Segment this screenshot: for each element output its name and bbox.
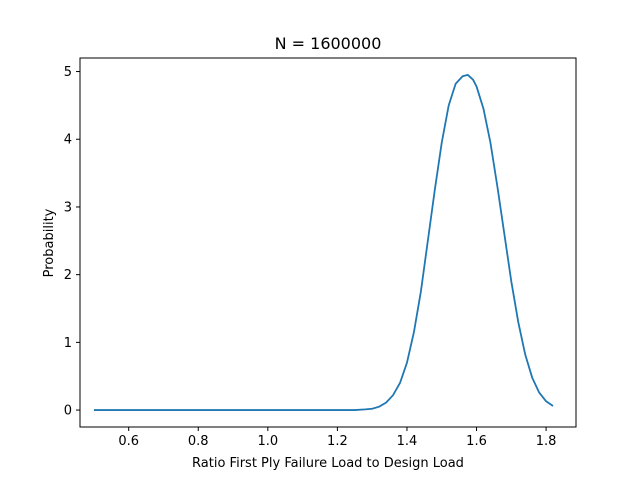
plot-area: 0.6 0.8 1.0 1.2 1.4 1.6 1.8 0 1 2 3 4 5 <box>64 57 577 449</box>
y-axis-label: Probability <box>42 208 57 277</box>
x-tick-label: 1.6 <box>466 434 487 449</box>
x-tick-label: 1.0 <box>257 434 278 449</box>
series-line-0 <box>93 74 554 411</box>
x-tick-label: 1.8 <box>536 434 557 449</box>
y-tick-label: 1 <box>64 336 72 351</box>
y-tick-label: 5 <box>64 65 72 80</box>
x-tick-label: 1.2 <box>327 434 348 449</box>
x-tick-label: 1.4 <box>397 434 418 449</box>
x-axis-label: Ratio First Ply Failure Load to Design L… <box>192 456 464 471</box>
chart-title: N = 1600000 <box>275 34 382 53</box>
y-tick-label: 0 <box>64 404 72 419</box>
x-tick-label: 0.6 <box>118 434 139 449</box>
y-tick-label: 3 <box>64 200 72 215</box>
axes-frame <box>79 57 577 428</box>
y-tick-label: 4 <box>64 133 72 148</box>
x-tick-label: 0.8 <box>188 434 209 449</box>
y-tick-label: 2 <box>64 268 72 283</box>
